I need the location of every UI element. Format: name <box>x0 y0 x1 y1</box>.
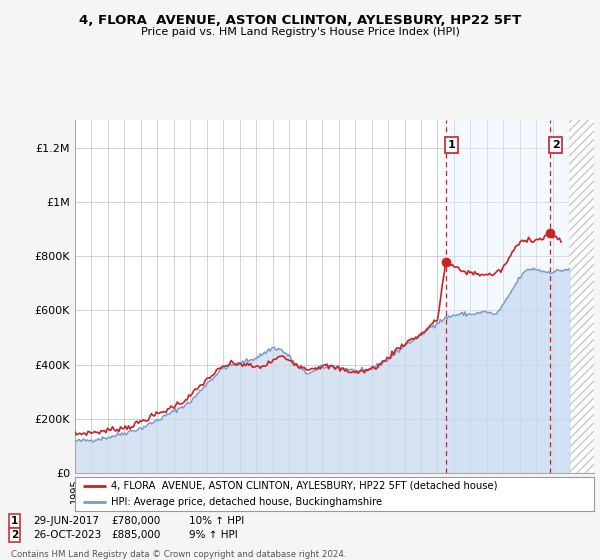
Text: 26-OCT-2023: 26-OCT-2023 <box>33 530 101 540</box>
Text: £885,000: £885,000 <box>111 530 160 540</box>
Text: 10% ↑ HPI: 10% ↑ HPI <box>189 516 244 526</box>
Text: 2: 2 <box>11 530 18 540</box>
Text: £780,000: £780,000 <box>111 516 160 526</box>
Text: 1: 1 <box>11 516 18 526</box>
Text: 1: 1 <box>448 140 455 150</box>
Text: 29-JUN-2017: 29-JUN-2017 <box>33 516 99 526</box>
Text: Price paid vs. HM Land Registry's House Price Index (HPI): Price paid vs. HM Land Registry's House … <box>140 27 460 38</box>
Text: 2: 2 <box>551 140 559 150</box>
Text: 4, FLORA  AVENUE, ASTON CLINTON, AYLESBURY, HP22 5FT (detached house): 4, FLORA AVENUE, ASTON CLINTON, AYLESBUR… <box>112 480 498 491</box>
Text: Contains HM Land Registry data © Crown copyright and database right 2024.
This d: Contains HM Land Registry data © Crown c… <box>11 550 346 560</box>
Text: 9% ↑ HPI: 9% ↑ HPI <box>189 530 238 540</box>
Text: HPI: Average price, detached house, Buckinghamshire: HPI: Average price, detached house, Buck… <box>112 497 382 507</box>
Text: 4, FLORA  AVENUE, ASTON CLINTON, AYLESBURY, HP22 5FT: 4, FLORA AVENUE, ASTON CLINTON, AYLESBUR… <box>79 14 521 27</box>
